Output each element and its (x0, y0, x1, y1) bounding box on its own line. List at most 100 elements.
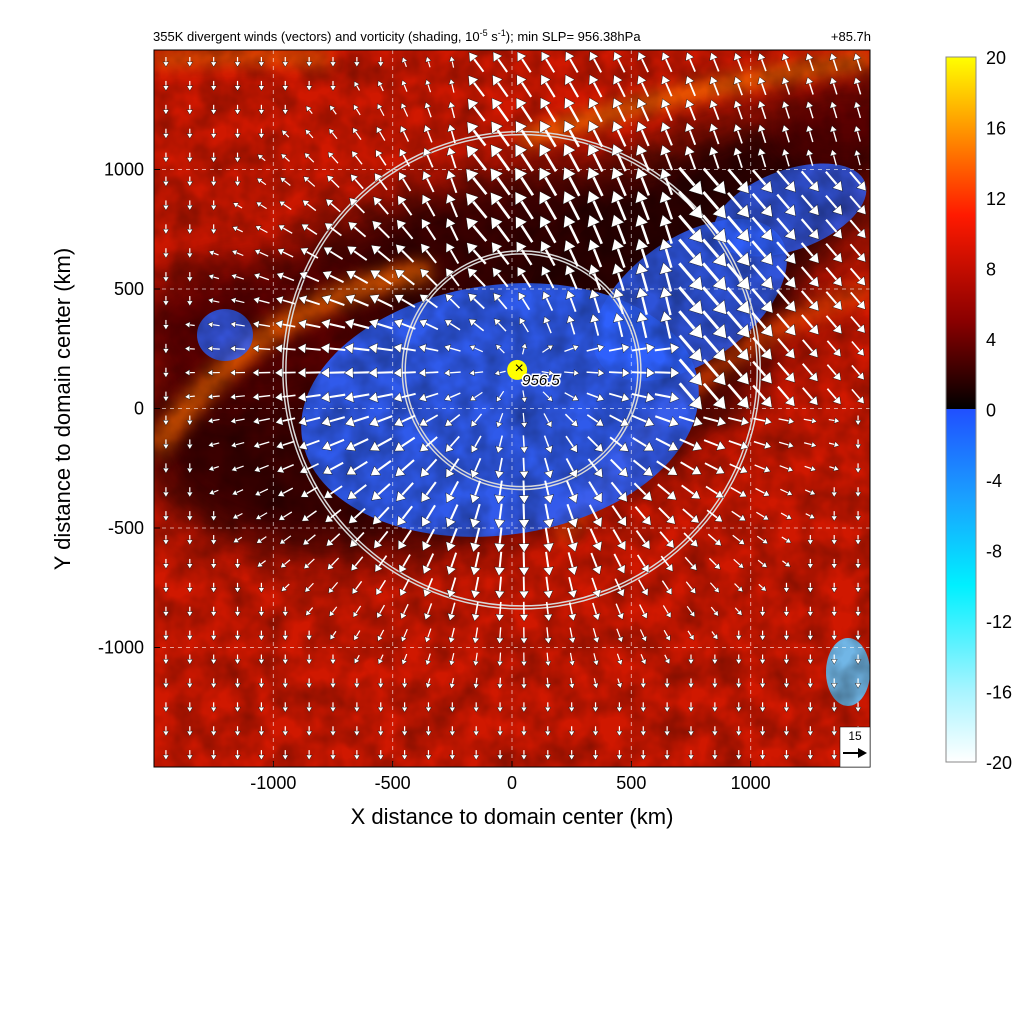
wind-vector (281, 104, 289, 116)
wind-vector (783, 606, 790, 617)
wind-vector (469, 391, 483, 401)
wind-vector (776, 217, 797, 241)
wind-vector (465, 192, 488, 219)
wind-vector (207, 297, 220, 305)
wind-vector (731, 510, 747, 522)
wind-vector (678, 382, 703, 411)
wind-vector (232, 226, 243, 233)
wind-vector (274, 343, 296, 354)
wind-vector (759, 702, 766, 713)
wind-vector (591, 577, 602, 598)
wind-vector (425, 702, 432, 713)
wind-vector (162, 463, 170, 474)
wind-vector (351, 150, 363, 165)
wind-vector (305, 607, 314, 617)
wind-vector (586, 343, 605, 353)
wind-vector (566, 480, 579, 504)
wind-vector (568, 627, 576, 644)
wind-vector (805, 124, 814, 143)
wind-vector (297, 391, 321, 403)
wind-vector (587, 458, 603, 478)
wind-vector (278, 200, 292, 211)
wind-vector (162, 630, 170, 641)
wind-vector (299, 247, 319, 259)
wind-vector (470, 413, 483, 428)
wind-vector (780, 488, 793, 496)
wind-vector (639, 678, 647, 689)
wind-vector (420, 481, 437, 503)
wind-vector (445, 480, 460, 504)
wind-vector (186, 750, 194, 761)
wind-vector (162, 152, 170, 163)
wind-vector (640, 654, 647, 665)
wind-vector (377, 629, 385, 642)
wind-vector (329, 104, 337, 115)
wind-vector (234, 80, 241, 92)
wind-vector (778, 417, 795, 425)
wind-vector (353, 726, 361, 737)
wind-vector (252, 368, 271, 377)
wind-vector (253, 272, 270, 281)
wind-vector (329, 678, 337, 689)
wind-vector (800, 218, 820, 240)
wind-vector (448, 750, 456, 761)
wind-vector (851, 364, 865, 381)
wind-vector (496, 390, 505, 403)
wind-vector (711, 678, 719, 689)
wind-vector (589, 528, 603, 552)
wind-vector (329, 606, 338, 617)
wind-vector (612, 97, 627, 123)
wind-vector (281, 80, 289, 92)
wind-vector (305, 630, 313, 641)
wind-vector (496, 750, 504, 761)
wind-vector (542, 527, 555, 553)
wind-vector (710, 606, 719, 617)
wind-vector (350, 173, 364, 190)
y-tick-label: 1000 (104, 160, 144, 180)
wind-vector (800, 170, 820, 192)
wind-vector (726, 310, 751, 339)
wind-vector (297, 318, 321, 330)
wind-vector (445, 242, 460, 264)
wind-vector (849, 267, 866, 287)
wind-vector (711, 726, 719, 737)
wind-vector (493, 318, 507, 332)
wind-vector (588, 263, 602, 291)
wind-vector (300, 486, 318, 498)
wind-vector (830, 558, 838, 570)
wind-vector (418, 368, 439, 378)
wind-vector (539, 143, 558, 172)
wind-vector (421, 528, 436, 552)
wind-vector (751, 240, 774, 266)
wind-vector (281, 702, 289, 713)
wind-vector (443, 344, 461, 353)
wind-vector (448, 702, 456, 713)
wind-vector (472, 750, 480, 761)
wind-vector (162, 104, 170, 116)
wind-vector (702, 310, 727, 339)
wind-vector (445, 169, 458, 194)
wind-vector (853, 76, 862, 95)
wind-vector (210, 654, 218, 665)
wind-vector (733, 99, 743, 120)
wind-vector (351, 580, 363, 595)
wind-vector (519, 457, 530, 480)
wind-vector (565, 457, 578, 479)
wind-vector (347, 484, 367, 500)
wind-vector (563, 120, 580, 148)
wind-vector (687, 630, 695, 641)
wind-vector (468, 369, 484, 377)
wind-vector (490, 144, 511, 172)
wind-vector (253, 441, 270, 449)
colorbar-tick-label: 20 (986, 48, 1006, 68)
wind-vector (401, 56, 408, 68)
wind-vector (469, 551, 481, 576)
wind-vector (377, 654, 384, 665)
wind-vector (568, 750, 576, 761)
wind-vector (493, 503, 506, 529)
wind-vector (353, 678, 361, 689)
wind-vector (469, 527, 482, 553)
wind-vector (849, 171, 867, 192)
wind-vector (540, 265, 555, 289)
wind-vector (448, 726, 456, 737)
